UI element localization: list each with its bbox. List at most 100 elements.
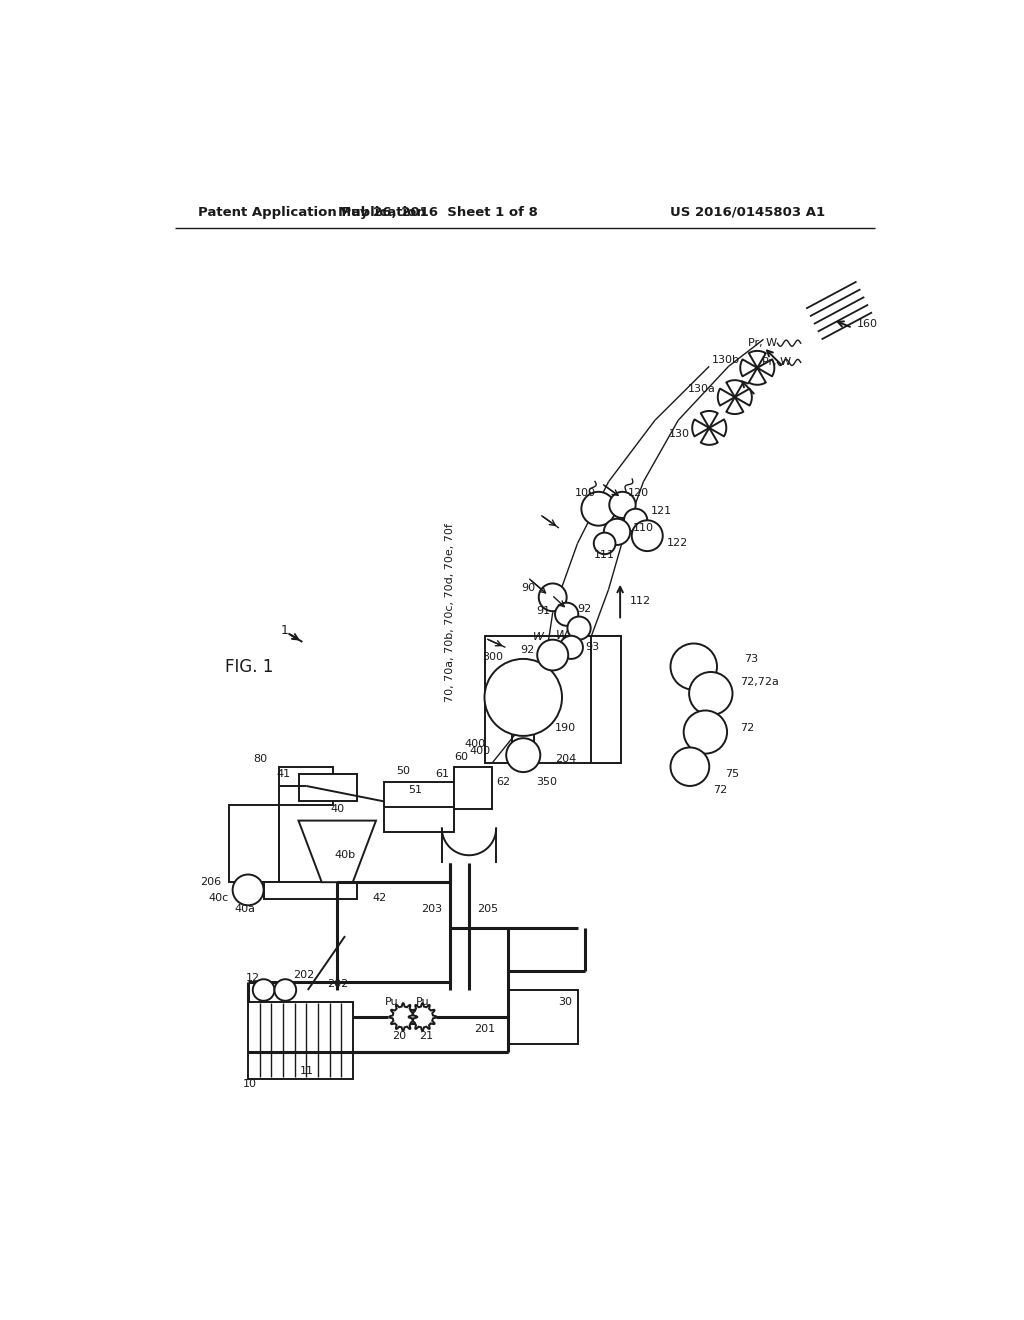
Text: 50: 50 bbox=[396, 766, 411, 776]
Text: 350: 350 bbox=[536, 777, 557, 787]
Text: 130a: 130a bbox=[687, 384, 716, 395]
Circle shape bbox=[506, 738, 541, 772]
Bar bbox=[508, 990, 578, 1044]
Polygon shape bbox=[409, 1003, 436, 1031]
Text: 80: 80 bbox=[253, 754, 267, 764]
Text: 122: 122 bbox=[667, 539, 688, 548]
Bar bbox=[384, 781, 454, 832]
Bar bbox=[280, 767, 334, 805]
Text: Pu: Pu bbox=[385, 997, 398, 1007]
Text: 21: 21 bbox=[419, 1031, 433, 1041]
Text: W: W bbox=[556, 630, 568, 643]
Circle shape bbox=[484, 659, 562, 737]
Polygon shape bbox=[700, 411, 718, 428]
Text: 40: 40 bbox=[330, 804, 344, 814]
Text: Pu: Pu bbox=[416, 997, 429, 1007]
Text: 206: 206 bbox=[200, 878, 221, 887]
Circle shape bbox=[555, 603, 579, 626]
Text: 111: 111 bbox=[594, 550, 615, 560]
Polygon shape bbox=[740, 359, 758, 376]
Polygon shape bbox=[758, 359, 774, 376]
Text: FIG. 1: FIG. 1 bbox=[225, 657, 273, 676]
Text: 60: 60 bbox=[455, 752, 468, 763]
Circle shape bbox=[689, 672, 732, 715]
Polygon shape bbox=[726, 380, 743, 397]
Circle shape bbox=[253, 979, 274, 1001]
Text: 112: 112 bbox=[630, 597, 651, 606]
Text: 51: 51 bbox=[409, 785, 423, 795]
Polygon shape bbox=[749, 351, 766, 368]
Circle shape bbox=[567, 616, 591, 640]
Polygon shape bbox=[692, 420, 710, 437]
Text: 204: 204 bbox=[555, 754, 575, 764]
Polygon shape bbox=[735, 388, 752, 405]
Bar bbox=[484, 636, 621, 763]
Polygon shape bbox=[710, 420, 726, 437]
Text: W: W bbox=[534, 632, 544, 643]
Bar bbox=[248, 1002, 352, 1078]
Text: 62: 62 bbox=[496, 777, 510, 787]
Circle shape bbox=[632, 520, 663, 552]
Text: 110: 110 bbox=[633, 523, 654, 533]
Circle shape bbox=[594, 533, 615, 554]
Bar bbox=[299, 775, 356, 801]
Text: 42: 42 bbox=[372, 892, 386, 903]
Polygon shape bbox=[726, 397, 743, 414]
Text: 61: 61 bbox=[435, 770, 450, 779]
Text: 160: 160 bbox=[856, 319, 878, 329]
Text: Pr, W: Pr, W bbox=[749, 338, 777, 348]
Text: 90: 90 bbox=[521, 583, 536, 593]
Text: 93: 93 bbox=[586, 643, 599, 652]
Text: 40c: 40c bbox=[209, 892, 228, 903]
Text: 202: 202 bbox=[327, 979, 348, 989]
Text: 100: 100 bbox=[574, 488, 596, 499]
Bar bbox=[263, 882, 356, 899]
Text: 300: 300 bbox=[481, 652, 503, 663]
Text: 40a: 40a bbox=[234, 904, 256, 915]
Bar bbox=[592, 636, 621, 763]
Bar bbox=[454, 767, 493, 809]
Text: 130: 130 bbox=[669, 429, 690, 440]
Circle shape bbox=[671, 644, 717, 689]
Text: 121: 121 bbox=[651, 506, 672, 516]
Text: 10: 10 bbox=[243, 1078, 257, 1089]
Text: 201: 201 bbox=[474, 1023, 495, 1034]
Text: 41: 41 bbox=[276, 770, 291, 779]
Text: May 26, 2016  Sheet 1 of 8: May 26, 2016 Sheet 1 of 8 bbox=[338, 206, 538, 219]
Text: 400: 400 bbox=[470, 746, 490, 756]
Text: 11: 11 bbox=[300, 1065, 314, 1076]
Text: 203: 203 bbox=[421, 904, 442, 915]
Circle shape bbox=[609, 492, 636, 517]
Text: 130b: 130b bbox=[713, 355, 740, 366]
Text: 120: 120 bbox=[628, 488, 648, 499]
Text: 92: 92 bbox=[520, 644, 535, 655]
Circle shape bbox=[538, 640, 568, 671]
Circle shape bbox=[624, 508, 647, 532]
Polygon shape bbox=[299, 821, 376, 882]
Polygon shape bbox=[389, 1003, 417, 1031]
Text: Patent Application Publication: Patent Application Publication bbox=[198, 206, 426, 219]
Circle shape bbox=[604, 519, 630, 545]
Text: 72,72a: 72,72a bbox=[740, 677, 779, 686]
Text: 92: 92 bbox=[578, 603, 592, 614]
Text: US 2016/0145803 A1: US 2016/0145803 A1 bbox=[671, 206, 825, 219]
Text: 204: 204 bbox=[555, 647, 575, 656]
Bar bbox=[228, 805, 280, 882]
Polygon shape bbox=[749, 368, 766, 385]
Circle shape bbox=[274, 979, 296, 1001]
Polygon shape bbox=[700, 428, 718, 445]
Circle shape bbox=[232, 874, 263, 906]
Text: 190: 190 bbox=[555, 723, 575, 733]
Circle shape bbox=[684, 710, 727, 754]
Text: 72: 72 bbox=[713, 785, 727, 795]
Text: Pr, W: Pr, W bbox=[762, 358, 791, 367]
Text: 75: 75 bbox=[725, 770, 739, 779]
Bar bbox=[512, 721, 535, 763]
Text: 20: 20 bbox=[392, 1031, 407, 1041]
Text: 1: 1 bbox=[281, 624, 289, 638]
Text: 205: 205 bbox=[477, 904, 498, 915]
Text: 400: 400 bbox=[465, 739, 486, 748]
Text: 72: 72 bbox=[740, 723, 755, 733]
Circle shape bbox=[560, 636, 583, 659]
Text: 30: 30 bbox=[558, 997, 572, 1007]
